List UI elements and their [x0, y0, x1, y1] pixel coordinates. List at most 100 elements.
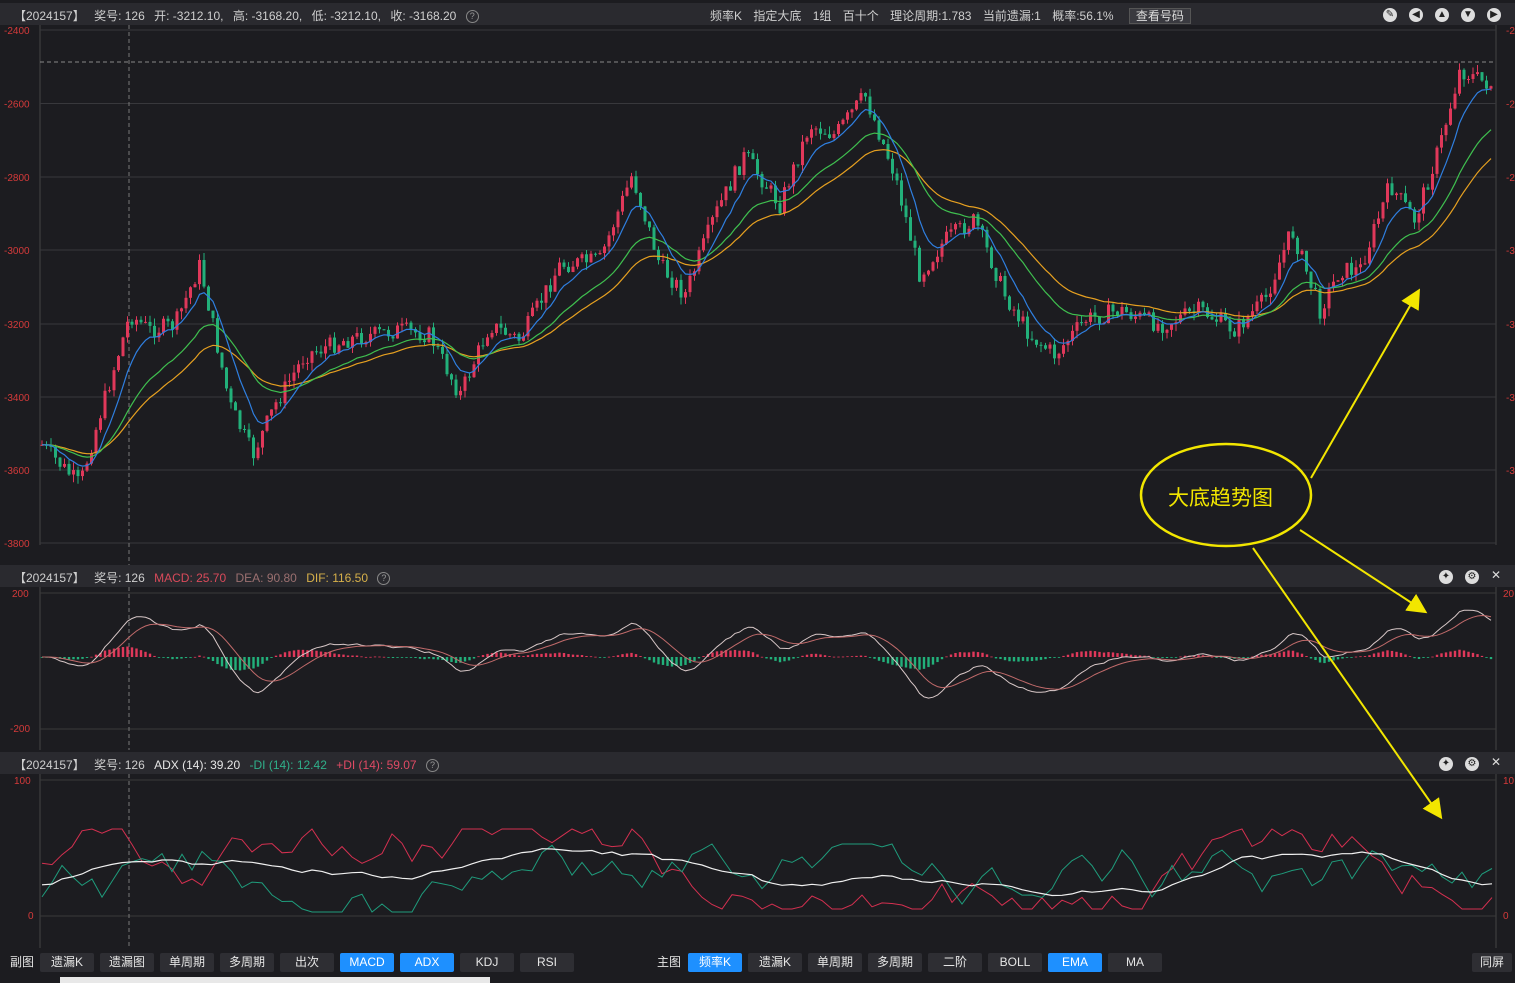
- edit-icon[interactable]: ✎: [1383, 8, 1397, 22]
- candle-body: [517, 333, 521, 341]
- macd-bar: [522, 656, 525, 657]
- macd-bar: [675, 657, 678, 666]
- candle-body: [1017, 309, 1020, 322]
- pin-icon[interactable]: ✦: [1438, 757, 1453, 771]
- close-value: 收: -3168.20: [390, 9, 457, 23]
- main-kline-pane[interactable]: -2400 -2600 -2800 -3000 -3200 -3400 -3600 -3800…: [0, 25, 1515, 565]
- help-icon[interactable]: ?: [465, 10, 479, 24]
- candle-body: [949, 229, 953, 232]
- tab-kdj[interactable]: KDJ: [460, 953, 514, 972]
- candle-body: [360, 333, 363, 345]
- pin-icon[interactable]: ✦: [1438, 570, 1453, 584]
- candle-body: [292, 372, 296, 381]
- macd-bar: [1408, 656, 1412, 657]
- macd-bar: [180, 657, 183, 659]
- view-numbers-button[interactable]: 查看号码: [1128, 8, 1191, 24]
- macd-bar: [315, 650, 318, 657]
- tab-frequency-k[interactable]: 频率K: [688, 953, 742, 972]
- candle-body: [1431, 173, 1434, 190]
- gear-icon[interactable]: ⚙: [1464, 570, 1479, 584]
- tab-single-period[interactable]: 单周期: [160, 953, 214, 972]
- macd-bar: [184, 657, 188, 658]
- tab-omission-chart[interactable]: 遗漏图: [100, 953, 154, 972]
- forward-icon[interactable]: ▶: [1487, 8, 1501, 22]
- macd-bar: [81, 657, 84, 659]
- candle-body: [1422, 187, 1425, 214]
- minus-di-line: [41, 843, 1493, 913]
- macd-bar: [1017, 657, 1020, 662]
- main-y-tick-right: -3: [1506, 246, 1515, 257]
- close-icon[interactable]: ✕: [1490, 568, 1501, 582]
- tab-omission-k[interactable]: 遗漏K: [40, 953, 94, 972]
- macd-bar: [189, 657, 192, 658]
- macd-bar: [252, 657, 255, 669]
- tab-multi-period-main[interactable]: 多周期: [868, 953, 922, 972]
- tab-second-order[interactable]: 二阶: [928, 953, 982, 972]
- candle-body: [279, 402, 282, 404]
- macd-bar: [1066, 654, 1070, 657]
- tab-ema[interactable]: EMA: [1048, 953, 1102, 972]
- candle-body: [1354, 267, 1358, 275]
- macd-bar: [1192, 655, 1196, 657]
- macd-bar: [400, 657, 404, 658]
- tab-single-period-main[interactable]: 单周期: [808, 953, 862, 972]
- macd-bar: [373, 656, 377, 658]
- candle-body: [193, 284, 197, 288]
- macd-pane[interactable]: 200 -200 20: [0, 587, 1515, 750]
- candle-body: [940, 243, 944, 257]
- candle-body: [1273, 279, 1277, 294]
- candle-body: [990, 247, 993, 268]
- down-arrow-icon[interactable]: ▼: [1461, 8, 1475, 22]
- tab-occurrences[interactable]: 出次: [280, 953, 334, 972]
- candle-body: [396, 325, 399, 339]
- candle-body: [904, 205, 908, 218]
- macd-bar: [576, 654, 579, 657]
- macd-bar: [135, 648, 138, 657]
- candle-body: [1188, 308, 1191, 312]
- gear-icon[interactable]: ⚙: [1464, 757, 1479, 771]
- macd-bar: [1183, 655, 1187, 657]
- macd-bar: [1381, 651, 1385, 657]
- tab-boll[interactable]: BOLL: [988, 953, 1042, 972]
- adx-tick: 0: [28, 911, 34, 922]
- macd-bar: [414, 657, 417, 658]
- candle-body: [1458, 69, 1461, 94]
- help-icon[interactable]: ?: [425, 759, 439, 773]
- candle-body: [958, 223, 962, 225]
- close-icon[interactable]: ✕: [1490, 755, 1501, 769]
- candle-body: [445, 353, 449, 375]
- candle-body: [1201, 301, 1205, 308]
- candle-body: [234, 402, 237, 411]
- back-icon[interactable]: ◀: [1409, 8, 1423, 22]
- candle-body: [630, 176, 633, 188]
- tab-adx[interactable]: ADX: [400, 953, 454, 972]
- candle-body: [1210, 317, 1214, 320]
- macd-bar: [895, 657, 899, 666]
- tab-multi-period[interactable]: 多周期: [220, 953, 274, 972]
- macd-info-bar: 【2024157】 奖号: 126 MACD: 25.70 DEA: 90.80…: [0, 565, 1515, 587]
- macd-bar: [1323, 657, 1326, 664]
- macd-bar: [904, 657, 908, 668]
- horizontal-scrollbar[interactable]: [60, 977, 490, 983]
- macd-bar: [639, 656, 642, 657]
- macd-bar: [931, 657, 935, 665]
- tab-ma[interactable]: MA: [1108, 953, 1162, 972]
- candle-body: [319, 351, 323, 354]
- adx-tick-right: 10: [1503, 776, 1515, 787]
- tab-macd[interactable]: MACD: [340, 953, 394, 972]
- tab-omission-k-main[interactable]: 遗漏K: [748, 953, 802, 972]
- help-icon[interactable]: ?: [377, 572, 391, 586]
- same-screen-button[interactable]: 同屏: [1472, 953, 1512, 972]
- candle-body: [994, 267, 998, 282]
- adx-chart[interactable]: 100 0 10 0: [0, 774, 1515, 948]
- macd-bar: [684, 657, 687, 665]
- macd-chart[interactable]: 200 -200 20: [0, 587, 1515, 750]
- macd-bar: [310, 650, 314, 657]
- candle-body: [1098, 316, 1101, 324]
- candle-body: [1372, 223, 1376, 248]
- kline-chart[interactable]: -2400 -2600 -2800 -3000 -3200 -3400 -3600 -3800…: [0, 25, 1515, 565]
- tab-rsi[interactable]: RSI: [520, 953, 574, 972]
- candle-body: [837, 124, 840, 135]
- adx-pane[interactable]: 100 0 10 0: [0, 774, 1515, 948]
- up-arrow-icon[interactable]: ▲: [1435, 8, 1449, 22]
